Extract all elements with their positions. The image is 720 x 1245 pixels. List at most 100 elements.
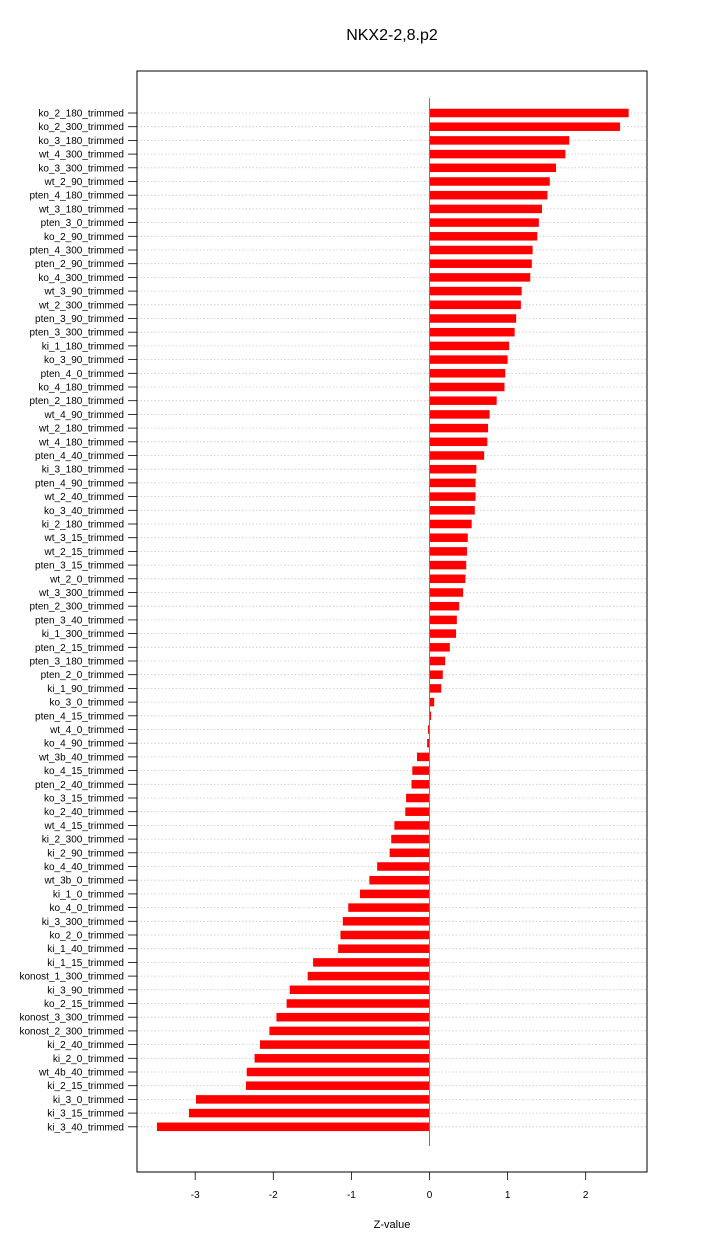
x-axis-label: Z-value [374, 1219, 411, 1231]
y-tick-label: ki_1_0_trimmed [53, 889, 124, 900]
bar [429, 300, 521, 310]
y-tick-label: ki_3_300_trimmed [42, 917, 124, 928]
y-tick-label: pten_3_15_trimmed [35, 561, 124, 572]
bar [429, 574, 466, 584]
y-tick-label: wt_2_0_trimmed [49, 574, 124, 585]
bar [340, 930, 430, 940]
y-tick-label: ki_2_40_trimmed [47, 1040, 124, 1051]
bar [429, 163, 557, 173]
y-tick-label: ko_4_180_trimmed [38, 383, 124, 394]
bar [429, 423, 489, 433]
bar [429, 286, 522, 296]
y-tick-label: pten_3_90_trimmed [35, 314, 124, 325]
bar [429, 711, 432, 721]
bar [411, 780, 430, 789]
bar [429, 697, 435, 707]
y-tick-label: ko_2_15_trimmed [44, 999, 124, 1010]
y-tick-label: wt_4_15_trimmed [44, 821, 124, 832]
y-tick-label: ki_1_40_trimmed [47, 944, 124, 955]
bar [429, 615, 457, 625]
y-tick-label: ko_2_300_trimmed [38, 122, 124, 133]
y-tick-label: pten_3_300_trimmed [29, 328, 124, 339]
y-tick-label: pten_3_180_trimmed [29, 657, 124, 668]
bar [429, 601, 460, 611]
y-tick-label: ko_4_40_trimmed [44, 862, 124, 873]
y-tick-label: wt_3_300_trimmed [38, 588, 124, 599]
y-tick-label: ki_3_0_trimmed [53, 1095, 124, 1106]
bar [429, 177, 550, 186]
bar [338, 944, 430, 953]
bar [406, 793, 430, 803]
y-tick-label: ko_3_0_trimmed [50, 698, 124, 709]
bar [276, 1012, 430, 1022]
bar [429, 588, 464, 597]
y-tick-label: wt_2_180_trimmed [38, 424, 124, 435]
bar [342, 917, 430, 926]
y-tick-label: ki_2_0_trimmed [53, 1054, 124, 1065]
bar [394, 821, 430, 830]
bar [429, 643, 450, 652]
y-tick-label: wt_3_90_trimmed [44, 287, 124, 298]
bar [429, 259, 532, 268]
y-tick-label: ko_3_40_trimmed [44, 506, 124, 517]
bar [429, 273, 531, 282]
bar [254, 1054, 430, 1063]
bar [405, 807, 430, 816]
bar [429, 519, 472, 529]
bar [427, 725, 430, 734]
bar [188, 1108, 430, 1118]
y-tick-label: pten_2_40_trimmed [35, 780, 124, 791]
y-tick-label: konost_2_300_trimmed [19, 1026, 124, 1037]
x-tick-label: 1 [505, 1190, 511, 1201]
y-tick-label: pten_4_0_trimmed [41, 369, 124, 380]
y-tick-label: ko_4_300_trimmed [38, 273, 124, 284]
bar [289, 985, 430, 995]
y-tick-label: wt_4_180_trimmed [38, 437, 124, 448]
bar [429, 149, 566, 159]
bar [307, 971, 430, 981]
x-tick-label: -1 [347, 1190, 356, 1201]
bar [429, 492, 476, 501]
y-tick-label: konost_1_300_trimmed [19, 972, 124, 983]
bar [429, 451, 485, 460]
y-tick-label: wt_3b_40_trimmed [38, 752, 124, 763]
y-tick-label: ko_3_15_trimmed [44, 794, 124, 805]
y-tick-label: ko_2_0_trimmed [50, 931, 124, 942]
chart-title: NKX2-2,8.p2 [346, 27, 438, 44]
bar [359, 889, 430, 899]
y-tick-label: wt_2_90_trimmed [44, 177, 124, 188]
bar [348, 903, 430, 912]
y-tick-label: ko_2_90_trimmed [44, 232, 124, 243]
y-tick-label: pten_3_0_trimmed [41, 218, 124, 229]
y-tick-label: ki_3_180_trimmed [42, 465, 124, 476]
y-tick-label: wt_3_180_trimmed [38, 204, 124, 215]
y-tick-label: pten_2_90_trimmed [35, 259, 124, 270]
bars [156, 108, 629, 1132]
bar [195, 1095, 430, 1104]
y-tick-label: pten_3_40_trimmed [35, 615, 124, 626]
bar [369, 875, 430, 885]
y-tick-label: wt_4_0_trimmed [49, 725, 124, 736]
y-tick-label: ki_1_90_trimmed [47, 684, 124, 695]
y-tick-label: wt_2_300_trimmed [38, 300, 124, 311]
bar [156, 1122, 430, 1132]
y-tick-label: ki_1_300_trimmed [42, 629, 124, 640]
plot-frame [136, 70, 648, 1173]
y-tick-label: ki_3_40_trimmed [47, 1122, 124, 1133]
grid-lines [137, 112, 647, 1128]
bar [429, 533, 468, 542]
y-tick-label: pten_2_180_trimmed [29, 396, 124, 407]
y-tick-label: ki_3_90_trimmed [47, 985, 124, 996]
bar [412, 766, 430, 775]
y-tick-label: ki_2_15_trimmed [47, 1081, 124, 1092]
y-tick-label: wt_3b_0_trimmed [44, 876, 124, 887]
bar [427, 738, 430, 748]
y-tick-label: ko_3_300_trimmed [38, 163, 124, 174]
bar [429, 670, 443, 679]
bar [313, 958, 430, 967]
bar [429, 190, 548, 200]
bar [429, 355, 508, 364]
bar [429, 136, 570, 145]
x-tick-label: -3 [191, 1190, 200, 1201]
